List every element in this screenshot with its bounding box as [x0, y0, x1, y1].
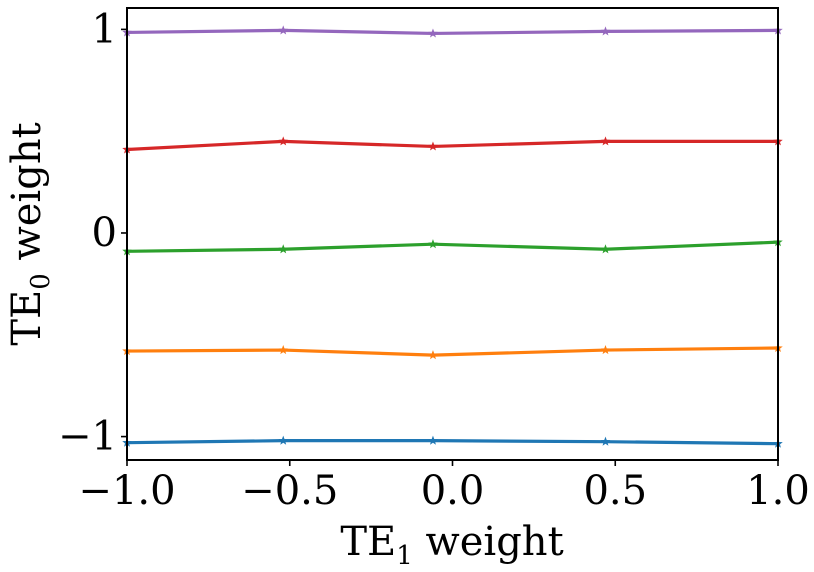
- x-axis-ticks: −1.0 −0.5 0.0 0.5 1.0: [78, 460, 810, 514]
- data-point-marker: [428, 435, 438, 445]
- x-tick-label: −1.0: [78, 468, 175, 514]
- data-point-marker: [600, 345, 611, 355]
- data-point-marker: [428, 28, 438, 38]
- data-point-marker: [600, 436, 611, 446]
- data-point-marker: [600, 26, 611, 36]
- data-point-marker: [600, 244, 611, 254]
- y-axis-label: TE0 weight: [4, 122, 56, 345]
- x-tick-label: 0.5: [583, 468, 647, 514]
- data-point-marker: [428, 239, 438, 249]
- data-point-marker: [278, 25, 288, 35]
- data-point-marker: [428, 141, 438, 151]
- data-point-marker: [428, 350, 438, 360]
- data-point-marker: [600, 136, 611, 146]
- x-tick-label: 0.0: [421, 468, 485, 514]
- y-axis-ticks: −1 0 1: [58, 6, 127, 460]
- y-tick-label: 1: [92, 6, 117, 52]
- x-axis-label: TE1 weight: [340, 519, 563, 571]
- data-point-marker: [278, 244, 288, 254]
- y-tick-label: 0: [92, 210, 117, 256]
- x-tick-label: −0.5: [241, 468, 338, 514]
- data-point-marker: [278, 345, 288, 355]
- plot-background: [127, 8, 778, 460]
- x-tick-label: 1.0: [746, 468, 810, 514]
- data-point-marker: [278, 136, 288, 146]
- y-tick-label: −1: [58, 414, 117, 460]
- data-point-marker: [278, 435, 288, 445]
